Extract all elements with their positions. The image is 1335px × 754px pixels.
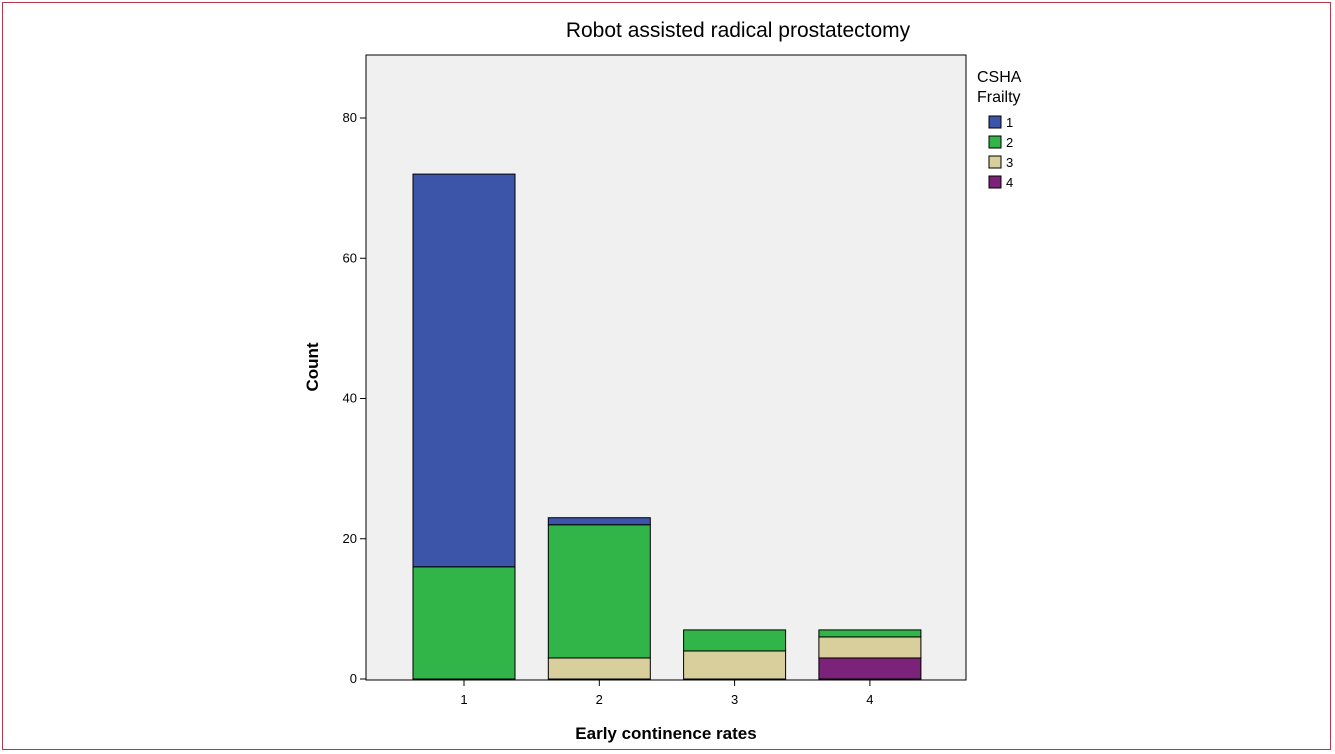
x-tick-label: 1 <box>460 692 467 707</box>
y-axis: 0 20 40 60 80 <box>343 110 366 686</box>
legend-title-line-1: CSHA <box>977 69 1022 86</box>
legend-label-4: 4 <box>1006 175 1013 190</box>
legend-label-1: 1 <box>1006 115 1013 130</box>
y-tick-label: 20 <box>343 531 357 546</box>
bar-segment-cat4-series4 <box>818 657 922 680</box>
bar-segment-cat2-series2 <box>547 524 651 659</box>
bar-segment-cat3-series3 <box>683 650 787 680</box>
chart-title: Robot assisted radical prostatectomy <box>566 19 911 42</box>
legend-title-line-2: Frailty <box>977 89 1021 106</box>
y-tick-label: 80 <box>343 110 357 125</box>
legend-swatch-4 <box>988 175 1002 189</box>
y-tick-label: 40 <box>343 391 357 406</box>
legend-items: 1 2 3 4 <box>988 115 1013 190</box>
x-axis-title: Early continence rates <box>575 724 756 743</box>
bar-segment-cat4-series2 <box>818 629 922 638</box>
x-axis: 1 2 3 4 <box>460 680 874 707</box>
legend-swatch-2 <box>988 135 1002 149</box>
y-axis-title: Count <box>303 342 322 391</box>
bar-segment-cat2-series3 <box>547 657 651 680</box>
y-tick-label: 0 <box>350 671 357 686</box>
x-tick-label: 4 <box>866 692 873 707</box>
legend-swatch-1 <box>988 115 1002 129</box>
bar-segment-cat2-series1 <box>547 517 651 526</box>
y-tick-label: 60 <box>343 250 357 265</box>
bars <box>412 173 922 680</box>
x-tick-label: 2 <box>596 692 603 707</box>
x-tick-label: 3 <box>731 692 738 707</box>
legend-swatch-3 <box>988 155 1002 169</box>
legend-label-3: 3 <box>1006 155 1013 170</box>
bar-segment-cat3-series2 <box>683 629 787 652</box>
legend-label-2: 2 <box>1006 135 1013 150</box>
bar-segment-cat1-series2 <box>412 566 516 680</box>
legend: CSHA Frailty 1 2 3 4 <box>977 69 1022 190</box>
bar-segment-cat4-series3 <box>818 636 922 659</box>
bar-segment-cat1-series1 <box>412 173 516 568</box>
